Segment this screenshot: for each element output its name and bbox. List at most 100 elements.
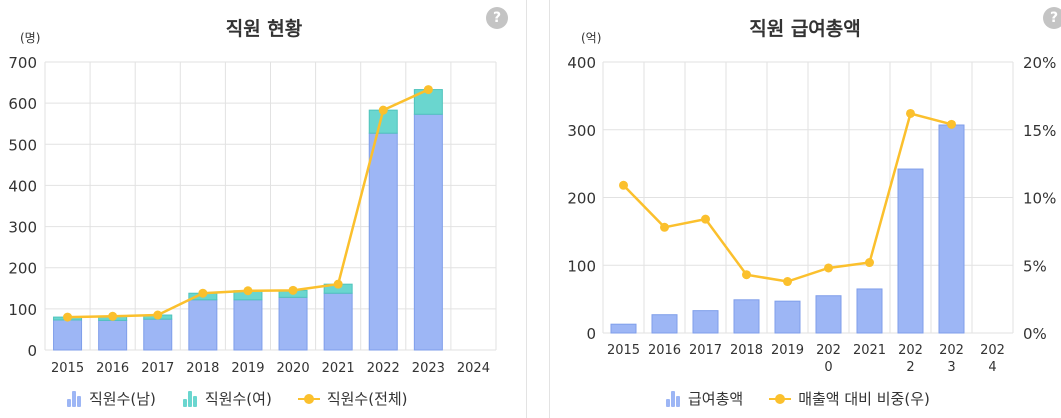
y-tick-label: 500	[8, 136, 37, 154]
x-tick-label: 2021	[853, 343, 886, 358]
point-ratio	[701, 214, 710, 224]
legend-label-total: 직원수(전체)	[326, 390, 408, 408]
right-chart-plot: 0 0% 100 5% 200 10% 300 15% 400 20% 2015 2016 2017 20…	[567, 54, 1056, 375]
legend-item-ratio[interactable]: 매출액 대비 비중(우)	[769, 388, 930, 409]
x-tick-label: 2019	[231, 361, 264, 376]
point-total	[153, 310, 163, 320]
y2-tick-label: 10%	[1023, 190, 1056, 208]
bar-chart-icon	[182, 390, 198, 407]
left-unit-label: (명)	[20, 31, 41, 45]
legend-label-female: 직원수(여)	[204, 390, 272, 408]
legend-item-total[interactable]: 직원수(전체)	[297, 388, 408, 409]
bar-male	[53, 319, 83, 351]
bar-salary	[733, 299, 760, 334]
y-tick-label: 700	[8, 54, 37, 72]
legend-item-salary[interactable]: 급여총액	[665, 388, 743, 409]
x-tick-label: 2021	[322, 361, 355, 376]
point-total	[288, 285, 298, 295]
x-tick-label: 2018	[186, 361, 219, 376]
right-chart-title: 직원 급여총액	[749, 18, 861, 40]
x-tick-label: 2017	[141, 361, 174, 376]
panel-divider	[549, 0, 550, 418]
bar-salary	[897, 168, 924, 334]
legend-item-female[interactable]: 직원수(여)	[182, 388, 272, 409]
legend-label-male: 직원수(남)	[89, 390, 156, 408]
bar-male	[323, 292, 353, 351]
bar-salary	[856, 288, 883, 334]
point-ratio	[947, 119, 956, 129]
bar-male	[278, 296, 308, 351]
bar-salary	[692, 310, 719, 334]
right-help-icon[interactable]: ?	[1043, 7, 1061, 29]
point-ratio	[619, 180, 628, 190]
y-tick-label: 0	[27, 342, 37, 360]
point-ratio	[660, 222, 669, 232]
left-chart-title: 직원 현황	[225, 18, 303, 40]
y-tick-label: 600	[8, 95, 37, 113]
right-legend: 급여총액 매출액 대비 비중(우)	[665, 388, 930, 409]
bar-male	[143, 318, 173, 351]
y-tick-label: 0	[586, 325, 596, 343]
x-tick-label: 2024	[457, 361, 490, 376]
panel-divider	[526, 0, 527, 418]
y-tick-label: 100	[8, 301, 37, 319]
x-tick-label: 2016	[648, 343, 681, 358]
point-total	[108, 311, 118, 321]
x-tick-label: 2022	[367, 361, 400, 376]
y-tick-label: 200	[567, 190, 596, 208]
point-total	[423, 85, 433, 95]
bar-salary	[651, 314, 678, 334]
legend-label-ratio: 매출액 대비 비중(우)	[798, 390, 930, 408]
employee-status-panel: 직원 현황 ? (명) 0 100 200 300 400 500 600 700 2015 20…	[0, 0, 528, 418]
point-ratio	[824, 263, 833, 273]
y2-tick-label: 15%	[1023, 122, 1056, 140]
bar-chart-icon	[66, 390, 82, 407]
y-tick-label: 300	[567, 122, 596, 140]
point-total	[333, 279, 343, 289]
point-ratio	[865, 258, 874, 268]
x-tick-label: 2015	[51, 361, 84, 376]
x-tick-label: 2023	[412, 361, 445, 376]
legend-item-male[interactable]: 직원수(남)	[66, 388, 156, 409]
line-marker-icon	[769, 392, 792, 406]
x-tick-label: 2019	[771, 343, 804, 358]
x-tick-label: 2020	[277, 361, 310, 376]
bar-male	[98, 319, 128, 351]
bar-salary	[610, 323, 637, 334]
left-chart-plot: 0 100 200 300 400 500 600 700 2015 2016 2017 2018 20…	[8, 54, 497, 376]
salary-total-panel: 직원 급여총액 ? (억) 0 0% 100 5% 200 10% 300 15% 400 20%…	[549, 0, 1061, 418]
right-unit-label: (억)	[581, 31, 602, 45]
y2-tick-label: 20%	[1023, 54, 1056, 72]
y-tick-label: 400	[567, 54, 596, 72]
left-help-icon[interactable]: ?	[486, 7, 508, 29]
point-total	[378, 105, 388, 115]
bar-male	[233, 299, 263, 351]
bar-male	[188, 299, 218, 351]
point-total	[63, 312, 73, 322]
left-legend: 직원수(남) 직원수(여) 직원수(전체)	[66, 388, 408, 409]
point-ratio	[783, 277, 792, 287]
point-total	[243, 286, 253, 296]
bar-salary	[815, 295, 842, 334]
bar-male	[413, 113, 443, 351]
point-ratio	[742, 270, 751, 280]
y-tick-label: 200	[8, 260, 37, 278]
y2-tick-label: 5%	[1023, 257, 1047, 275]
point-ratio	[906, 108, 915, 118]
bar-salary	[774, 300, 801, 334]
x-tick-label: 2015	[607, 343, 640, 358]
bar-male	[368, 132, 398, 351]
x-tick-label: 2016	[96, 361, 129, 376]
y-tick-label: 100	[567, 257, 596, 275]
point-total	[198, 288, 208, 298]
bar-salary	[938, 124, 965, 334]
line-marker-icon	[297, 392, 320, 406]
y-tick-label: 300	[8, 219, 37, 237]
x-tick-label: 2018	[730, 343, 763, 358]
y2-tick-label: 0%	[1023, 325, 1047, 343]
bar-chart-icon	[665, 390, 681, 407]
